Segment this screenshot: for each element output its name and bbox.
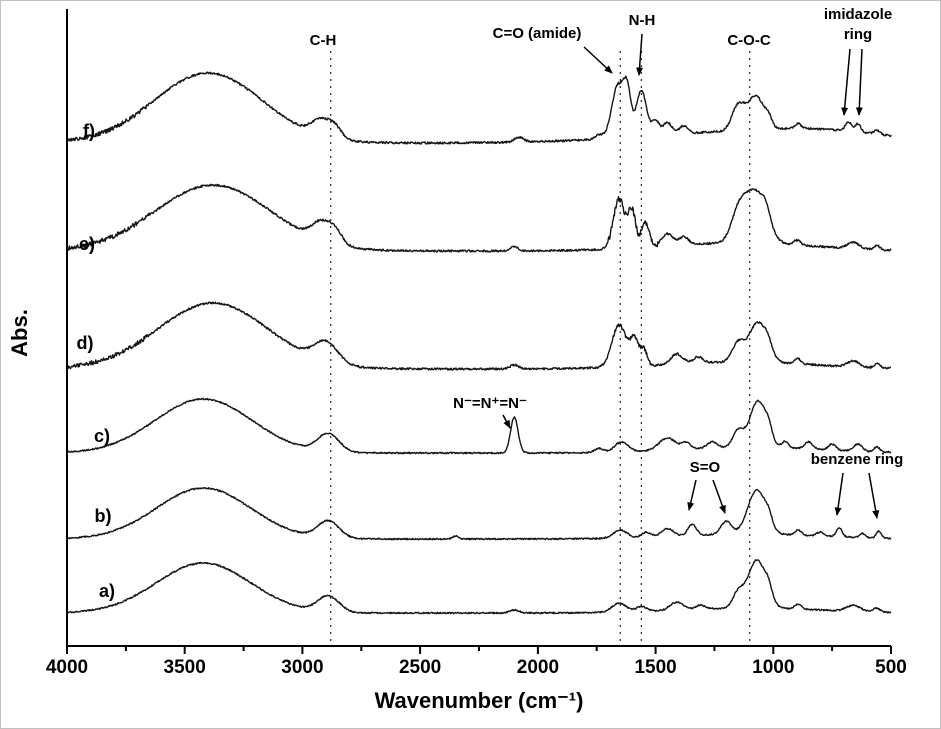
annotation-arrow-s-o-0 — [687, 479, 697, 511]
annotation-imidazole-line1: imidazole — [824, 6, 892, 23]
x-tick-label: 2500 — [399, 657, 441, 678]
annotation-arrow-azide-0 — [502, 414, 511, 429]
annotation-arrow-imidazole-line2-0 — [841, 48, 851, 116]
annotation-arrow-s-o-1 — [712, 479, 726, 514]
series-label-f: f) — [83, 121, 95, 141]
x-tick-label: 1500 — [634, 657, 676, 678]
annotation-c-h: C-H — [310, 32, 337, 49]
x-tick-label: 4000 — [46, 657, 88, 678]
spectrum-curve-c — [66, 397, 892, 455]
x-tick-label: 3500 — [164, 657, 206, 678]
guide-lines-layer — [330, 51, 751, 644]
annotation-benzene-ring: benzene ring — [811, 451, 904, 468]
spectrum-curve-f — [66, 71, 892, 145]
series-label-b: b) — [95, 506, 112, 526]
spectrum-curve-e — [66, 183, 892, 253]
series-label-a: a) — [99, 581, 115, 601]
annotations-layer: C-H C=O (amide) N-H C-O-C imidazole ring N⁻=N⁺… — [310, 6, 904, 519]
x-tick-label: 500 — [875, 657, 907, 678]
x-axis-title: Wavenumber (cm⁻¹) — [375, 688, 584, 713]
annotation-arrow-benzene-ring-0 — [834, 472, 844, 516]
annotation-imidazole-line2: ring — [844, 26, 872, 43]
axes-layer: 4000 3500 3000 2500 2000 1500 1000 500 — [46, 9, 907, 678]
axes-frame — [66, 9, 891, 647]
annotation-c-o-c: C-O-C — [727, 32, 770, 49]
series-label-e: e) — [79, 234, 95, 254]
spectrum-curve-b — [66, 486, 892, 541]
annotation-arrow-n-h-0 — [636, 33, 644, 76]
annotation-s-o: S=O — [690, 459, 721, 476]
y-axis-title: Abs. — [7, 309, 32, 357]
x-tick-label: 1000 — [752, 657, 794, 678]
annotation-c-o-amide: C=O (amide) — [493, 25, 582, 42]
x-tick-label: 2000 — [517, 657, 559, 678]
series-label-c: c) — [94, 426, 110, 446]
spectra-curves-layer: a) b) c) d) e) f) — [66, 71, 892, 615]
annotation-n-h: N-H — [629, 12, 656, 29]
spectrum-curve-d — [66, 301, 892, 371]
series-label-d: d) — [77, 333, 94, 353]
annotation-arrow-c-o-amide-0 — [583, 46, 613, 74]
annotation-arrow-benzene-ring-1 — [868, 472, 880, 519]
axis-titles-layer: Abs. Wavenumber (cm⁻¹) — [7, 309, 583, 713]
spectrum-curve-a — [66, 559, 892, 615]
x-tick-label: 3000 — [281, 657, 323, 678]
annotation-arrow-imidazole-line2-1 — [855, 48, 863, 116]
annotation-azide: N⁻=N⁺=N⁻ — [453, 395, 527, 412]
